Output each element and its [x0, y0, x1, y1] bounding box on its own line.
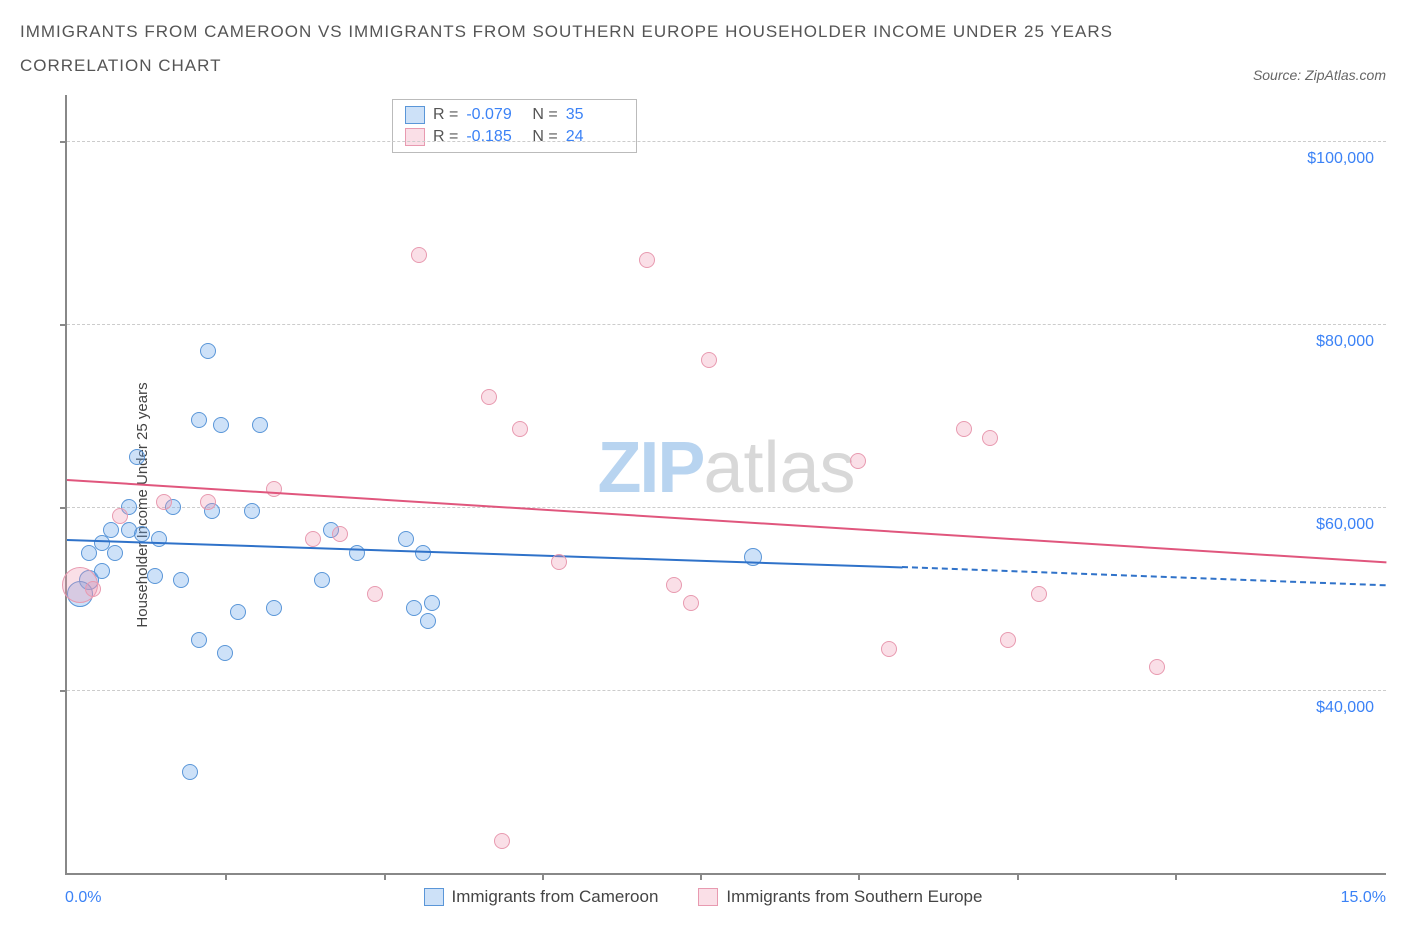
scatter-point — [200, 494, 216, 510]
x-tick-mark — [225, 873, 227, 880]
legend-series: Immigrants from Cameroon Immigrants from … — [20, 887, 1386, 907]
scatter-point — [512, 421, 528, 437]
scatter-point — [156, 494, 172, 510]
x-tick-mark — [858, 873, 860, 880]
scatter-point — [134, 526, 150, 542]
scatter-point — [956, 421, 972, 437]
scatter-point — [244, 503, 260, 519]
scatter-point — [683, 595, 699, 611]
scatter-point — [420, 613, 436, 629]
scatter-point — [666, 577, 682, 593]
x-tick-mark — [700, 873, 702, 880]
y-tick-mark — [60, 690, 67, 692]
scatter-point — [85, 581, 101, 597]
chart-header: IMMIGRANTS FROM CAMEROON VS IMMIGRANTS F… — [20, 15, 1386, 83]
r-label: R = — [433, 128, 458, 146]
title-block: IMMIGRANTS FROM CAMEROON VS IMMIGRANTS F… — [20, 15, 1113, 83]
legend-swatch — [698, 888, 718, 906]
scatter-point — [411, 247, 427, 263]
scatter-point — [107, 545, 123, 561]
scatter-point — [701, 352, 717, 368]
scatter-point — [147, 568, 163, 584]
scatter-point — [481, 389, 497, 405]
watermark-zip: ZIP — [597, 428, 703, 508]
scatter-point — [349, 545, 365, 561]
scatter-point — [1000, 632, 1016, 648]
scatter-point — [314, 572, 330, 588]
y-tick-label: $100,000 — [1307, 150, 1374, 168]
x-tick-mark — [1017, 873, 1019, 880]
legend-series-label: Immigrants from Cameroon — [452, 887, 659, 907]
n-value: 24 — [566, 128, 624, 146]
scatter-point — [173, 572, 189, 588]
legend-swatch — [424, 888, 444, 906]
title-line-2: CORRELATION CHART — [20, 49, 1113, 83]
n-label: N = — [532, 106, 557, 124]
scatter-point — [305, 531, 321, 547]
legend-stats-row: R = -0.185 N = 24 — [405, 126, 624, 148]
scatter-point — [103, 522, 119, 538]
scatter-point — [639, 252, 655, 268]
y-tick-label: $40,000 — [1316, 699, 1374, 717]
y-tick-label: $60,000 — [1316, 516, 1374, 534]
source-label: Source: ZipAtlas.com — [1253, 67, 1386, 83]
scatter-point — [881, 641, 897, 657]
title-line-1: IMMIGRANTS FROM CAMEROON VS IMMIGRANTS F… — [20, 15, 1113, 49]
watermark: ZIPatlas — [597, 427, 855, 509]
y-tick-label: $80,000 — [1316, 333, 1374, 351]
scatter-point — [1149, 659, 1165, 675]
x-tick-mark — [384, 873, 386, 880]
n-label: N = — [532, 128, 557, 146]
y-tick-mark — [60, 141, 67, 143]
gridline — [67, 690, 1386, 691]
y-tick-mark — [60, 507, 67, 509]
x-tick-mark — [1175, 873, 1177, 880]
r-label: R = — [433, 106, 458, 124]
chart-container: Householder Income Under 25 years ZIPatl… — [20, 95, 1386, 915]
legend-swatch — [405, 106, 425, 124]
y-tick-mark — [60, 324, 67, 326]
trend-line — [67, 479, 1386, 563]
n-value: 35 — [566, 106, 624, 124]
scatter-point — [982, 430, 998, 446]
legend-series-item: Immigrants from Cameroon — [424, 887, 659, 907]
scatter-point — [191, 412, 207, 428]
legend-stats-row: R = -0.079 N = 35 — [405, 104, 624, 126]
scatter-point — [213, 417, 229, 433]
scatter-point — [1031, 586, 1047, 602]
scatter-point — [230, 604, 246, 620]
gridline — [67, 507, 1386, 508]
scatter-point — [129, 449, 145, 465]
scatter-point — [266, 600, 282, 616]
r-value: -0.079 — [466, 106, 524, 124]
gridline — [67, 141, 1386, 142]
scatter-point — [112, 508, 128, 524]
scatter-point — [151, 531, 167, 547]
scatter-point — [551, 554, 567, 570]
watermark-atlas: atlas — [703, 428, 855, 508]
scatter-point — [191, 632, 207, 648]
scatter-point — [332, 526, 348, 542]
r-value: -0.185 — [466, 128, 524, 146]
scatter-point — [406, 600, 422, 616]
gridline — [67, 324, 1386, 325]
legend-series-label: Immigrants from Southern Europe — [726, 887, 982, 907]
trend-line — [67, 539, 902, 568]
legend-stats-box: R = -0.079 N = 35 R = -0.185 N = 24 — [392, 99, 637, 153]
scatter-point — [424, 595, 440, 611]
scatter-point — [367, 586, 383, 602]
scatter-point — [182, 764, 198, 780]
scatter-point — [217, 645, 233, 661]
legend-swatch — [405, 128, 425, 146]
trend-line — [902, 566, 1386, 586]
scatter-point — [398, 531, 414, 547]
scatter-point — [850, 453, 866, 469]
plot-area: ZIPatlas R = -0.079 N = 35 R = -0.185 N = 24 $4… — [65, 95, 1386, 875]
legend-series-item: Immigrants from Southern Europe — [698, 887, 982, 907]
scatter-point — [252, 417, 268, 433]
scatter-point — [200, 343, 216, 359]
x-tick-mark — [542, 873, 544, 880]
scatter-point — [494, 833, 510, 849]
